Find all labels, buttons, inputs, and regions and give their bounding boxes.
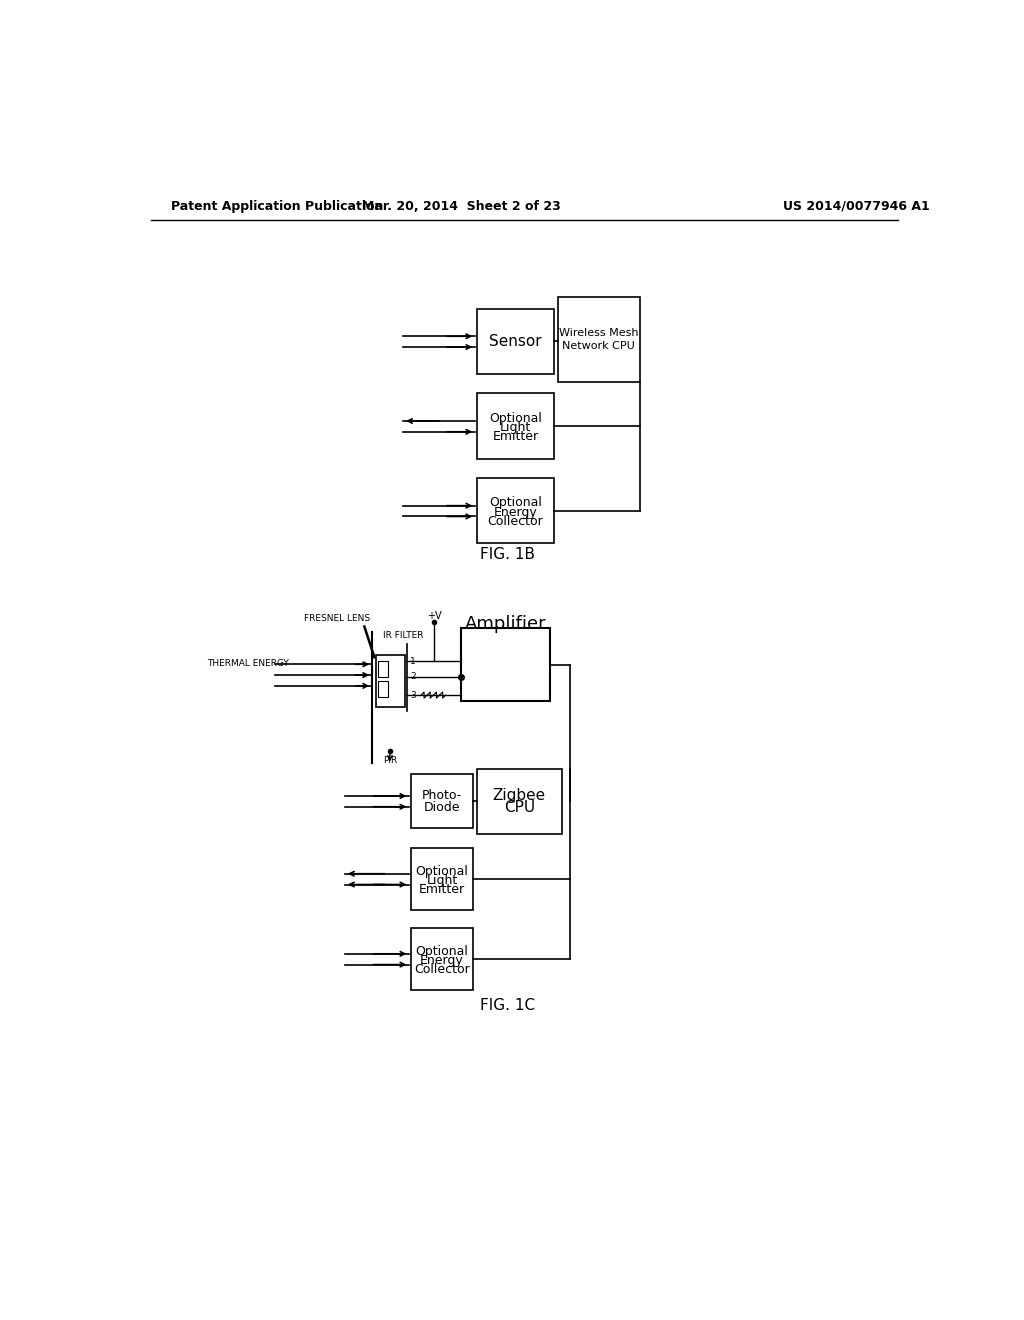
Text: Mar. 20, 2014  Sheet 2 of 23: Mar. 20, 2014 Sheet 2 of 23 [361, 199, 560, 213]
Text: Sensor: Sensor [489, 334, 542, 348]
Text: Light: Light [426, 874, 458, 887]
Bar [477, 770, 562, 834]
Bar [558, 297, 640, 381]
Bar [477, 393, 554, 459]
Text: 3: 3 [411, 690, 416, 700]
Text: Emitter: Emitter [493, 430, 539, 444]
Text: FIG. 1C: FIG. 1C [480, 998, 536, 1012]
Text: FIG. 1B: FIG. 1B [480, 548, 536, 562]
Text: Collector: Collector [414, 964, 470, 977]
Text: FRESNEL LENS: FRESNEL LENS [304, 614, 371, 623]
Text: Amplifier: Amplifier [465, 615, 546, 634]
Bar [477, 478, 554, 544]
Text: Patent Application Publication: Patent Application Publication [171, 199, 383, 213]
Text: Optional: Optional [489, 412, 542, 425]
Text: Emitter: Emitter [419, 883, 465, 896]
Text: Network CPU: Network CPU [562, 341, 635, 351]
Text: Optional: Optional [416, 865, 468, 878]
Bar [461, 628, 550, 701]
Text: IR FILTER: IR FILTER [383, 631, 423, 640]
Text: Photo-: Photo- [422, 788, 462, 801]
Bar [411, 928, 473, 990]
Text: Collector: Collector [487, 515, 544, 528]
Text: Optional: Optional [416, 945, 468, 958]
Bar [411, 775, 473, 829]
Bar [378, 661, 388, 677]
Text: Optional: Optional [489, 496, 542, 510]
Text: US 2014/0077946 A1: US 2014/0077946 A1 [783, 199, 930, 213]
Bar [477, 309, 554, 374]
Text: Wireless Mesh: Wireless Mesh [559, 329, 639, 338]
Text: 2: 2 [411, 672, 416, 681]
Text: PIR: PIR [383, 756, 397, 766]
Text: Light: Light [500, 421, 531, 434]
Text: CPU: CPU [504, 800, 535, 814]
Bar [378, 681, 388, 697]
Text: Energy: Energy [494, 506, 538, 519]
Text: +V: +V [427, 611, 441, 620]
Bar [376, 655, 406, 708]
Text: THERMAL ENERGY: THERMAL ENERGY [207, 659, 289, 668]
Text: Zigbee: Zigbee [493, 788, 546, 803]
Bar [411, 849, 473, 909]
Text: Diode: Diode [424, 801, 460, 814]
Text: 1: 1 [411, 657, 416, 665]
Text: Energy: Energy [420, 954, 464, 968]
